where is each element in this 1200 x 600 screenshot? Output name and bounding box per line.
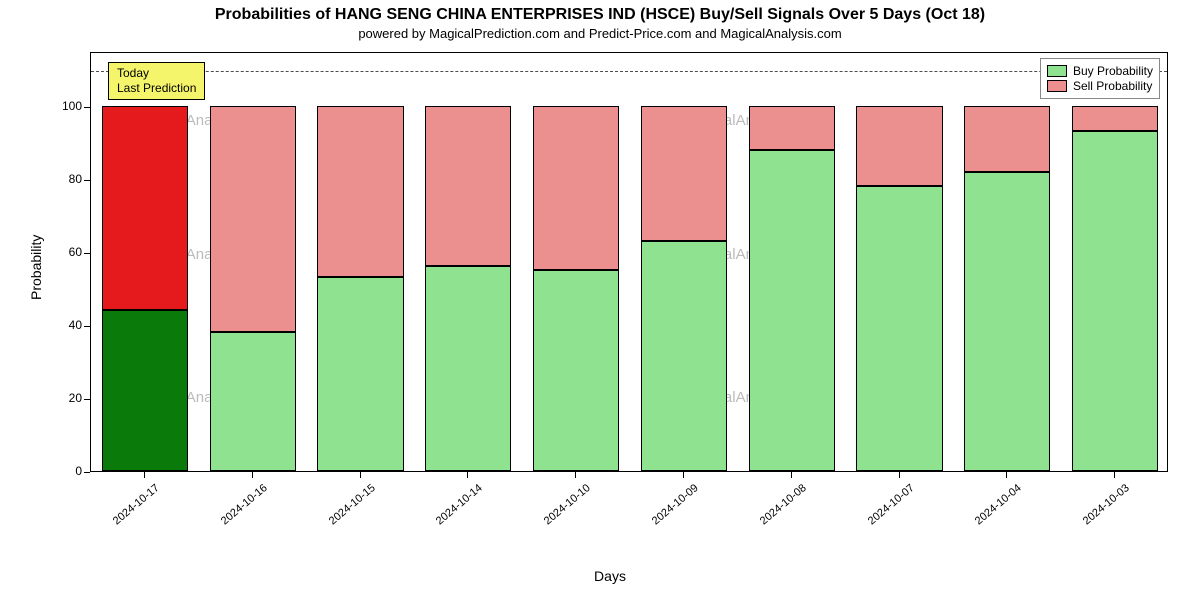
bar-sell [749, 106, 835, 150]
x-tick [575, 472, 576, 478]
bar-sell [641, 106, 727, 241]
bar-sell [1072, 106, 1158, 132]
y-tick-label: 40 [42, 318, 82, 332]
x-tick [252, 472, 253, 478]
bar-group [533, 51, 619, 471]
x-tick-label: 2024-10-09 [639, 482, 700, 536]
bar-group [856, 51, 942, 471]
y-tick-label: 20 [42, 391, 82, 405]
legend-item: Buy Probability [1047, 64, 1153, 78]
today-annotation: TodayLast Prediction [108, 62, 205, 100]
bar-sell [964, 106, 1050, 172]
bar-sell [425, 106, 511, 267]
bar-buy [856, 186, 942, 471]
x-tick-label: 2024-10-17 [100, 482, 161, 536]
x-tick-label: 2024-10-08 [747, 482, 808, 536]
bar-buy [533, 270, 619, 471]
x-tick-label: 2024-10-14 [424, 482, 485, 536]
bar-group [102, 51, 188, 471]
chart-container: Probabilities of HANG SENG CHINA ENTERPR… [0, 0, 1200, 600]
chart-subtitle: powered by MagicalPrediction.com and Pre… [0, 26, 1200, 41]
y-tick [84, 399, 90, 400]
x-tick [360, 472, 361, 478]
x-tick [899, 472, 900, 478]
bar-sell [856, 106, 942, 186]
bar-buy [317, 277, 403, 471]
bar-sell [317, 106, 403, 278]
bar-group [964, 51, 1050, 471]
bar-buy [641, 241, 727, 471]
bar-sell [102, 106, 188, 311]
x-tick-label: 2024-10-16 [208, 482, 269, 536]
legend-label: Buy Probability [1073, 64, 1153, 78]
plot-area: MagicalAnalysis.comMagicalAnalysis.comMa… [90, 52, 1168, 472]
x-tick [683, 472, 684, 478]
x-tick [144, 472, 145, 478]
y-tick-label: 100 [42, 99, 82, 113]
bar-buy [210, 332, 296, 471]
x-tick-label: 2024-10-15 [316, 482, 377, 536]
legend-swatch [1047, 65, 1067, 77]
bar-buy [749, 150, 835, 471]
bar-group [641, 51, 727, 471]
legend-label: Sell Probability [1073, 79, 1152, 93]
x-tick [467, 472, 468, 478]
legend-swatch [1047, 80, 1067, 92]
bar-group [749, 51, 835, 471]
legend-item: Sell Probability [1047, 79, 1153, 93]
bar-group [1072, 51, 1158, 471]
y-tick-label: 60 [42, 245, 82, 259]
bar-group [317, 51, 403, 471]
bar-sell [210, 106, 296, 332]
chart-title: Probabilities of HANG SENG CHINA ENTERPR… [0, 6, 1200, 24]
bar-group [425, 51, 511, 471]
y-tick [84, 253, 90, 254]
bar-buy [425, 266, 511, 471]
x-tick [1006, 472, 1007, 478]
bar-buy [964, 172, 1050, 471]
bar-buy [102, 310, 188, 471]
x-tick-label: 2024-10-07 [855, 482, 916, 536]
x-tick-label: 2024-10-03 [1070, 482, 1131, 536]
y-tick-label: 80 [42, 172, 82, 186]
x-tick-label: 2024-10-04 [963, 482, 1024, 536]
y-tick [84, 472, 90, 473]
bar-sell [533, 106, 619, 270]
x-tick-label: 2024-10-10 [531, 482, 592, 536]
legend: Buy ProbabilitySell Probability [1040, 58, 1160, 99]
x-tick [1114, 472, 1115, 478]
x-tick [791, 472, 792, 478]
annotation-line: Today [117, 66, 196, 81]
y-tick [84, 326, 90, 327]
y-tick-label: 0 [42, 464, 82, 478]
y-tick [84, 180, 90, 181]
y-tick [84, 107, 90, 108]
bar-buy [1072, 131, 1158, 471]
bar-group [210, 51, 296, 471]
annotation-line: Last Prediction [117, 81, 196, 96]
x-axis-label: Days [560, 568, 660, 584]
